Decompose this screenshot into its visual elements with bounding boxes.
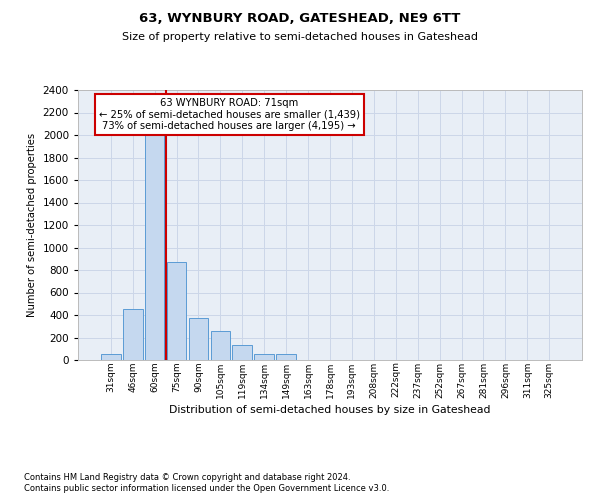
Bar	[167, 262, 187, 360]
Bar	[188, 318, 208, 360]
Bar	[232, 346, 252, 360]
Text: Contains HM Land Registry data © Crown copyright and database right 2024.: Contains HM Land Registry data © Crown c…	[24, 472, 350, 482]
Text: Size of property relative to semi-detached houses in Gateshead: Size of property relative to semi-detach…	[122, 32, 478, 42]
Bar	[211, 332, 230, 360]
Bar	[254, 354, 274, 360]
Text: 63, WYNBURY ROAD, GATESHEAD, NE9 6TT: 63, WYNBURY ROAD, GATESHEAD, NE9 6TT	[139, 12, 461, 26]
Y-axis label: Number of semi-detached properties: Number of semi-detached properties	[27, 133, 37, 317]
Bar	[276, 354, 296, 360]
Text: Contains public sector information licensed under the Open Government Licence v3: Contains public sector information licen…	[24, 484, 389, 493]
X-axis label: Distribution of semi-detached houses by size in Gateshead: Distribution of semi-detached houses by …	[169, 404, 491, 414]
Bar	[145, 135, 164, 360]
Bar	[123, 310, 143, 360]
Bar	[101, 354, 121, 360]
Text: 63 WYNBURY ROAD: 71sqm
← 25% of semi-detached houses are smaller (1,439)
73% of : 63 WYNBURY ROAD: 71sqm ← 25% of semi-det…	[98, 98, 360, 132]
